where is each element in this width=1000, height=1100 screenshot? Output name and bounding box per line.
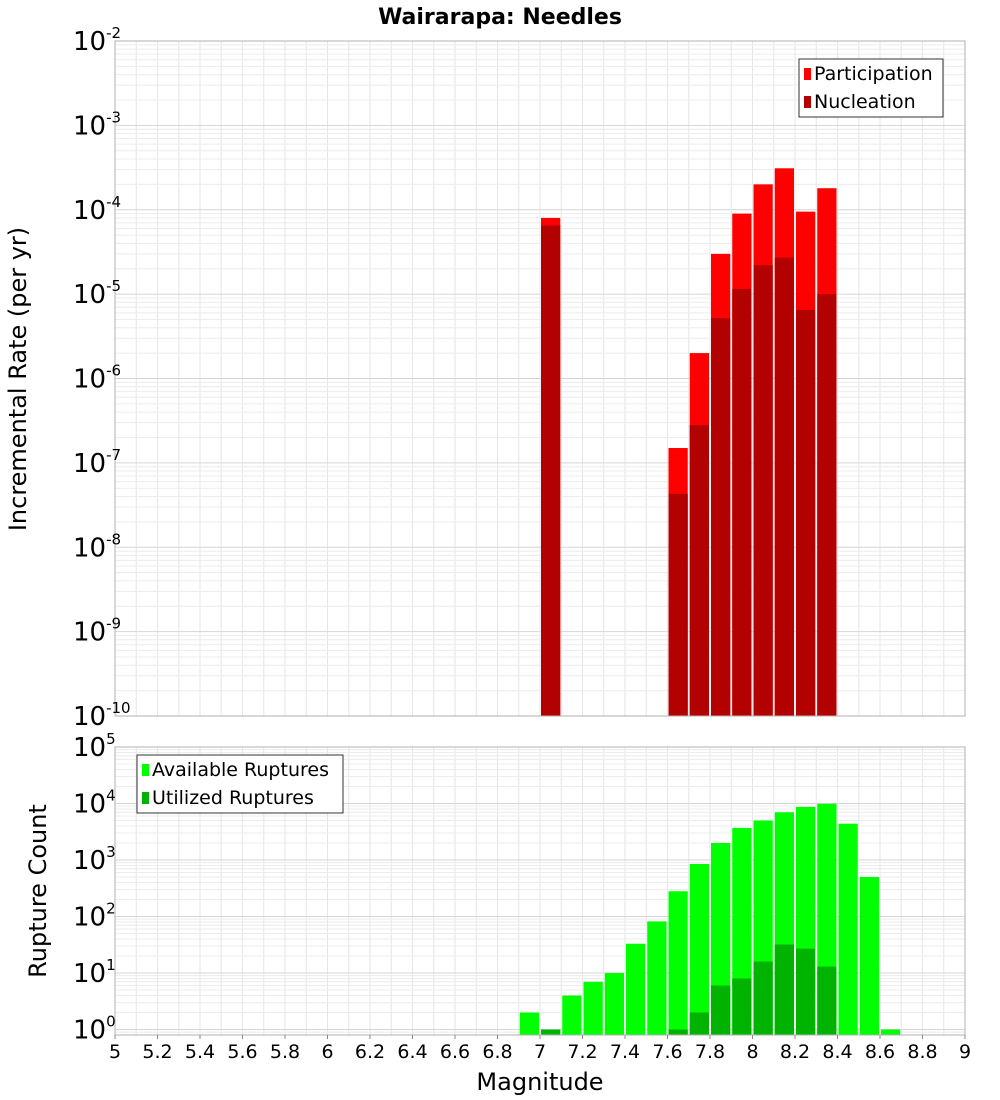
top-y-ticks: 10-10 10-9 10-8 10-7 10-6 10-5 10-4 10-3 10-2 [73, 24, 131, 732]
top-series-1 [541, 225, 837, 716]
bar-utilized-ruptures [541, 1029, 561, 1035]
y-tick-label: 10-2 [73, 24, 121, 57]
bar-available-ruptures [647, 921, 667, 1035]
x-tick-label: 6.4 [397, 1041, 427, 1063]
bar-utilized-ruptures [796, 948, 816, 1035]
bottom-y-axis-label: Rupture Count [24, 804, 52, 978]
x-tick-label: 6 [321, 1041, 333, 1063]
bar-nucleation [711, 318, 731, 716]
legend-label: Nucleation [814, 91, 916, 113]
y-tick-label: 10-9 [73, 615, 121, 648]
top-plot-border [114, 40, 966, 717]
legend-swatch [804, 96, 811, 108]
x-tick-label: 7.4 [610, 1041, 640, 1063]
x-ticks: 5 5.2 5.4 5.6 5.8 6 6.2 6.4 6.6 6.8 7 7.2 7.4 7.6 7.8 8… [109, 1035, 971, 1063]
bar-nucleation [541, 225, 561, 716]
top-legend: Participation Nucleation [798, 58, 944, 118]
x-tick-label: 5.2 [142, 1041, 172, 1063]
bar-utilized-ruptures [817, 966, 837, 1035]
bottom-legend: Available Ruptures Utilized Ruptures [136, 754, 344, 814]
bottom-y-ticks: 100 101 102 103 104 105 [73, 730, 116, 1046]
x-tick-label: 7.2 [567, 1041, 597, 1063]
bar-nucleation [796, 309, 816, 716]
bar-available-ruptures [689, 863, 709, 1035]
y-tick-label: 101 [73, 956, 116, 989]
bar-available-ruptures [604, 973, 624, 1035]
legend-swatch [804, 68, 811, 80]
bottom-panel: 100 101 102 103 104 105 Available Ruptures Util… [73, 730, 971, 1063]
bar-available-ruptures [626, 943, 646, 1035]
y-tick-label: 10-7 [73, 446, 121, 479]
bar-utilized-ruptures [668, 1029, 688, 1035]
top-panel: 10-10 10-9 10-8 10-7 10-6 10-5 10-4 10-3 10-2 Par… [73, 24, 966, 732]
bar-utilized-ruptures [753, 961, 773, 1035]
x-tick-label: 5.8 [270, 1041, 300, 1063]
legend-swatch [142, 764, 149, 776]
x-tick-label: 5.4 [185, 1041, 215, 1063]
bar-utilized-ruptures [774, 944, 794, 1035]
x-tick-label: 8.4 [822, 1041, 852, 1063]
x-tick-label: 8 [746, 1041, 758, 1063]
y-tick-label: 104 [73, 787, 116, 820]
legend-label: Utilized Ruptures [152, 787, 314, 809]
y-tick-label: 10-3 [73, 108, 121, 141]
y-tick-label: 10-6 [73, 362, 121, 395]
bar-nucleation [753, 265, 773, 716]
bar-available-ruptures [668, 891, 688, 1035]
bar-nucleation [774, 257, 794, 716]
bar-utilized-ruptures [711, 985, 731, 1035]
y-tick-label: 10-10 [73, 699, 131, 732]
x-tick-label: 7.8 [695, 1041, 725, 1063]
top-grid [114, 41, 966, 717]
x-axis-label: Magnitude [476, 1068, 603, 1096]
x-tick-label: 7.6 [652, 1041, 682, 1063]
bar-nucleation [732, 289, 752, 716]
y-tick-label: 10-4 [73, 193, 121, 226]
legend-label: Available Ruptures [152, 759, 329, 781]
bar-available-ruptures [562, 995, 582, 1035]
bottom-series-1 [541, 944, 837, 1035]
y-tick-label: 10-8 [73, 530, 121, 563]
bar-utilized-ruptures [689, 1012, 709, 1035]
top-y-axis-label: Incremental Rate (per yr) [4, 227, 32, 531]
x-tick-label: 8.2 [780, 1041, 810, 1063]
legend-label: Participation [814, 63, 933, 85]
bar-nucleation [817, 294, 837, 716]
bar-available-ruptures [859, 877, 879, 1035]
x-tick-label: 5.6 [227, 1041, 257, 1063]
y-tick-label: 103 [73, 843, 116, 876]
legend-swatch [142, 792, 149, 804]
bar-available-ruptures [881, 1029, 901, 1035]
y-tick-label: 100 [73, 1013, 116, 1046]
legend-box [136, 754, 344, 814]
bar-available-ruptures [583, 981, 603, 1035]
bar-nucleation [668, 493, 688, 716]
bar-nucleation [689, 425, 709, 716]
x-tick-label: 6.6 [440, 1041, 470, 1063]
y-tick-label: 105 [73, 730, 116, 763]
bar-utilized-ruptures [732, 978, 752, 1035]
x-tick-label: 8.8 [907, 1041, 937, 1063]
x-tick-label: 6.2 [355, 1041, 385, 1063]
x-tick-label: 6.8 [482, 1041, 512, 1063]
x-tick-label: 8.6 [865, 1041, 895, 1063]
chart-title: Wairarapa: Needles [378, 5, 622, 30]
bar-available-ruptures [838, 823, 858, 1035]
bar-available-ruptures [519, 1012, 539, 1035]
y-tick-label: 102 [73, 900, 116, 933]
x-tick-label: 9 [959, 1041, 971, 1063]
legend-box [798, 58, 944, 118]
x-tick-label: 5 [109, 1041, 121, 1063]
x-tick-label: 7 [534, 1041, 546, 1063]
y-tick-label: 10-5 [73, 277, 121, 310]
